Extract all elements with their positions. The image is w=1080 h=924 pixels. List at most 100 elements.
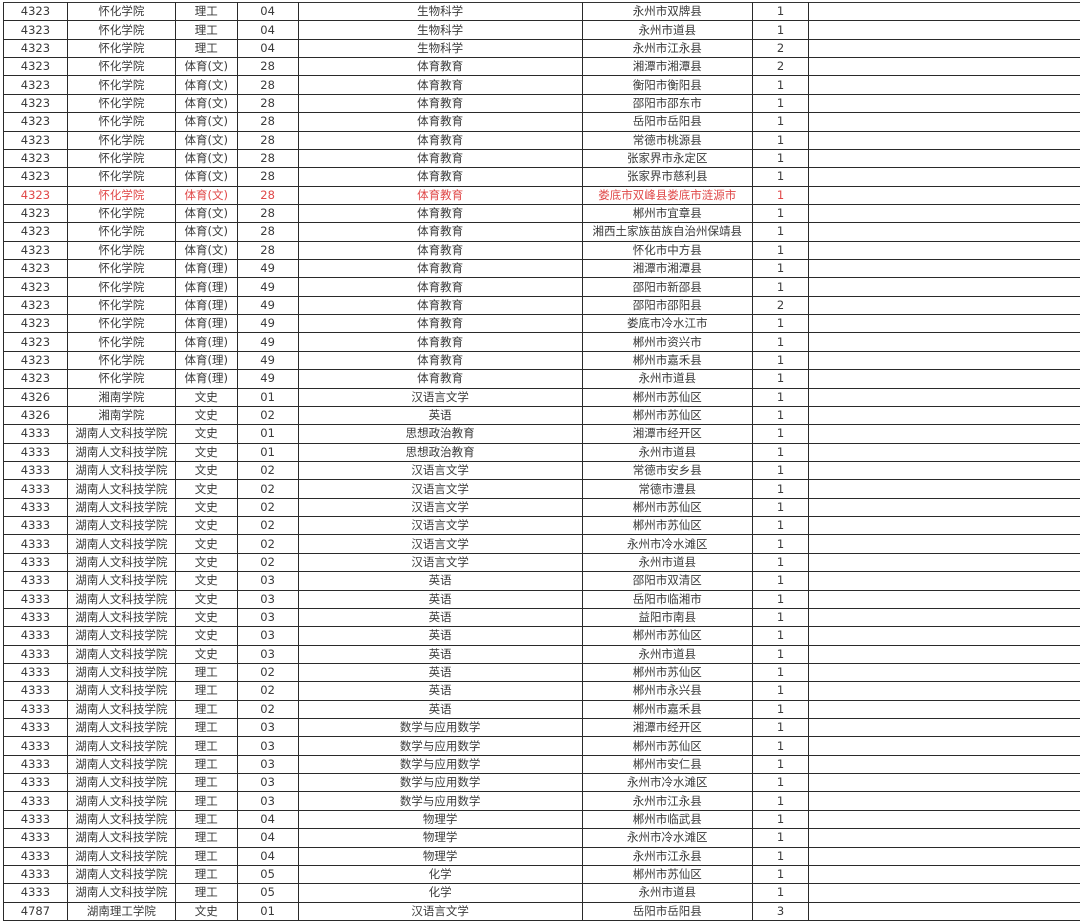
major-cell[interactable]: 体育教育	[297, 277, 583, 297]
region-cell[interactable]: 郴州市苏仙区	[581, 405, 753, 426]
count-cell[interactable]: 1	[751, 736, 810, 756]
school-code-cell[interactable]: 4333	[3, 626, 68, 646]
empty-cell[interactable]	[808, 405, 1080, 426]
major-code-cell[interactable]: 02	[236, 662, 299, 683]
major-code-cell[interactable]: 28	[236, 130, 299, 150]
empty-cell[interactable]	[808, 295, 1080, 316]
category-cell[interactable]: 体育(理)	[174, 314, 238, 334]
count-cell[interactable]: 1	[751, 203, 810, 224]
region-cell[interactable]: 岳阳市岳阳县	[581, 901, 753, 921]
major-cell[interactable]: 汉语言文学	[297, 460, 583, 481]
empty-cell[interactable]	[808, 93, 1080, 114]
school-name-cell[interactable]: 湘南学院	[66, 387, 176, 407]
major-cell[interactable]: 化学	[297, 883, 583, 903]
category-cell[interactable]: 理工	[174, 864, 238, 885]
school-name-cell[interactable]: 湖南人文科技学院	[66, 791, 176, 811]
major-code-cell[interactable]: 01	[236, 424, 299, 444]
region-cell[interactable]: 永州市冷水滩区	[581, 773, 753, 793]
category-cell[interactable]: 文史	[174, 460, 238, 481]
region-cell[interactable]: 湘潭市湘潭县	[581, 259, 753, 279]
region-cell[interactable]: 常德市澧县	[581, 479, 753, 499]
empty-cell[interactable]	[808, 497, 1080, 518]
school-code-cell[interactable]: 4323	[3, 203, 68, 224]
empty-cell[interactable]	[808, 846, 1080, 866]
major-code-cell[interactable]: 02	[236, 460, 299, 481]
count-cell[interactable]: 1	[751, 130, 810, 150]
school-code-cell[interactable]: 4333	[3, 662, 68, 683]
count-cell[interactable]: 1	[751, 791, 810, 811]
major-code-cell[interactable]: 03	[236, 589, 299, 609]
school-code-cell[interactable]: 4323	[3, 350, 68, 371]
school-name-cell[interactable]: 湖南人文科技学院	[66, 516, 176, 536]
school-code-cell[interactable]: 4333	[3, 883, 68, 903]
major-cell[interactable]: 化学	[297, 864, 583, 885]
category-cell[interactable]: 理工	[174, 791, 238, 811]
count-cell[interactable]: 1	[751, 259, 810, 279]
empty-cell[interactable]	[808, 534, 1080, 554]
school-name-cell[interactable]: 湖南人文科技学院	[66, 754, 176, 775]
school-code-cell[interactable]: 4323	[3, 1, 68, 22]
major-cell[interactable]: 体育教育	[297, 295, 583, 316]
category-cell[interactable]: 体育(文)	[174, 93, 238, 114]
major-code-cell[interactable]: 02	[236, 534, 299, 554]
major-code-cell[interactable]: 28	[236, 75, 299, 95]
category-cell[interactable]: 体育(文)	[174, 75, 238, 95]
region-cell[interactable]: 永州市道县	[581, 552, 753, 573]
empty-cell[interactable]	[808, 718, 1080, 738]
school-name-cell[interactable]: 湖南人文科技学院	[66, 809, 176, 830]
school-name-cell[interactable]: 怀化学院	[66, 38, 176, 59]
region-cell[interactable]: 永州市道县	[581, 883, 753, 903]
school-code-cell[interactable]: 4333	[3, 791, 68, 811]
major-cell[interactable]: 体育教育	[297, 240, 583, 261]
empty-cell[interactable]	[808, 314, 1080, 334]
major-cell[interactable]: 物理学	[297, 828, 583, 848]
school-name-cell[interactable]: 怀化学院	[66, 57, 176, 77]
school-name-cell[interactable]: 湖南人文科技学院	[66, 699, 176, 720]
major-code-cell[interactable]: 03	[236, 791, 299, 811]
region-cell[interactable]: 郴州市永兴县	[581, 681, 753, 701]
region-cell[interactable]: 永州市江永县	[581, 846, 753, 866]
empty-cell[interactable]	[808, 1, 1080, 22]
empty-cell[interactable]	[808, 644, 1080, 664]
school-name-cell[interactable]: 湖南人文科技学院	[66, 883, 176, 903]
empty-cell[interactable]	[808, 424, 1080, 444]
school-code-cell[interactable]: 4333	[3, 754, 68, 775]
region-cell[interactable]: 郴州市苏仙区	[581, 864, 753, 885]
school-name-cell[interactable]: 湖南人文科技学院	[66, 773, 176, 793]
major-cell[interactable]: 体育教育	[297, 350, 583, 371]
count-cell[interactable]: 1	[751, 222, 810, 242]
region-cell[interactable]: 娄底市冷水江市	[581, 314, 753, 334]
major-cell[interactable]: 英语	[297, 681, 583, 701]
category-cell[interactable]: 文史	[174, 552, 238, 573]
major-code-cell[interactable]: 03	[236, 718, 299, 738]
category-cell[interactable]: 理工	[174, 736, 238, 756]
major-code-cell[interactable]: 49	[236, 259, 299, 279]
category-cell[interactable]: 体育(文)	[174, 148, 238, 169]
school-code-cell[interactable]: 4323	[3, 75, 68, 95]
major-cell[interactable]: 思想政治教育	[297, 442, 583, 462]
major-code-cell[interactable]: 04	[236, 828, 299, 848]
major-cell[interactable]: 体育教育	[297, 57, 583, 77]
count-cell[interactable]: 1	[751, 497, 810, 518]
school-code-cell[interactable]: 4323	[3, 130, 68, 150]
category-cell[interactable]: 文史	[174, 901, 238, 921]
school-code-cell[interactable]: 4333	[3, 846, 68, 866]
region-cell[interactable]: 常德市安乡县	[581, 460, 753, 481]
school-name-cell[interactable]: 湖南人文科技学院	[66, 424, 176, 444]
school-code-cell[interactable]: 4333	[3, 516, 68, 536]
count-cell[interactable]: 3	[751, 901, 810, 921]
major-code-cell[interactable]: 28	[236, 240, 299, 261]
major-code-cell[interactable]: 49	[236, 332, 299, 352]
category-cell[interactable]: 理工	[174, 699, 238, 720]
major-code-cell[interactable]: 04	[236, 809, 299, 830]
count-cell[interactable]: 1	[751, 112, 810, 132]
count-cell[interactable]: 1	[751, 754, 810, 775]
count-cell[interactable]: 1	[751, 644, 810, 664]
major-code-cell[interactable]: 49	[236, 295, 299, 316]
category-cell[interactable]: 文史	[174, 405, 238, 426]
empty-cell[interactable]	[808, 864, 1080, 885]
major-cell[interactable]: 物理学	[297, 846, 583, 866]
school-code-cell[interactable]: 4323	[3, 295, 68, 316]
school-name-cell[interactable]: 湖南人文科技学院	[66, 534, 176, 554]
count-cell[interactable]: 1	[751, 369, 810, 389]
